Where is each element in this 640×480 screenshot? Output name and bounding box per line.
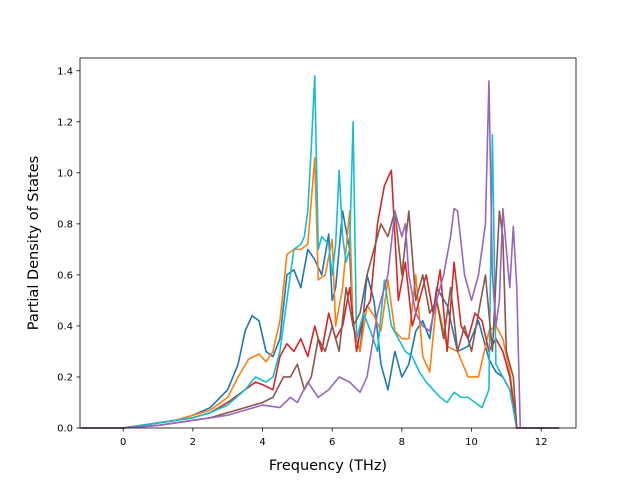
- x-tick-label: 10: [465, 437, 478, 448]
- y-axis-label: Partial Density of States: [26, 156, 42, 330]
- y-tick-label: 0.6: [57, 270, 73, 281]
- x-tick-label: 12: [535, 437, 548, 448]
- y-tick-label: 0.4: [57, 322, 73, 333]
- x-tick-label: 6: [329, 437, 335, 448]
- series-line-4: [80, 75, 560, 429]
- y-axis-ticks: 0.0 0.2 0.4 0.6 0.8 1.0 1.2 1.4: [57, 66, 80, 435]
- plot-frame: [79, 57, 577, 429]
- y-tick-label: 1.0: [57, 168, 73, 179]
- y-tick-label: 0.0: [57, 424, 73, 435]
- series-line-2: [80, 156, 560, 429]
- x-axis-ticks: 0 2 4 6 8 10 12: [120, 428, 548, 448]
- y-tick-label: 1.2: [57, 117, 73, 128]
- x-axis-label: Frequency (THz): [269, 458, 387, 474]
- x-tick-label: 0: [120, 437, 126, 448]
- series-line-6: [80, 80, 560, 429]
- series-layer: [80, 75, 560, 429]
- x-tick-label: 4: [259, 437, 265, 448]
- x-tick-label: 2: [190, 437, 196, 448]
- y-tick-label: 0.2: [57, 373, 73, 384]
- series-line-5: [80, 210, 560, 429]
- y-tick-label: 1.4: [57, 66, 73, 77]
- x-tick-label: 8: [399, 437, 405, 448]
- y-tick-label: 0.8: [57, 219, 73, 230]
